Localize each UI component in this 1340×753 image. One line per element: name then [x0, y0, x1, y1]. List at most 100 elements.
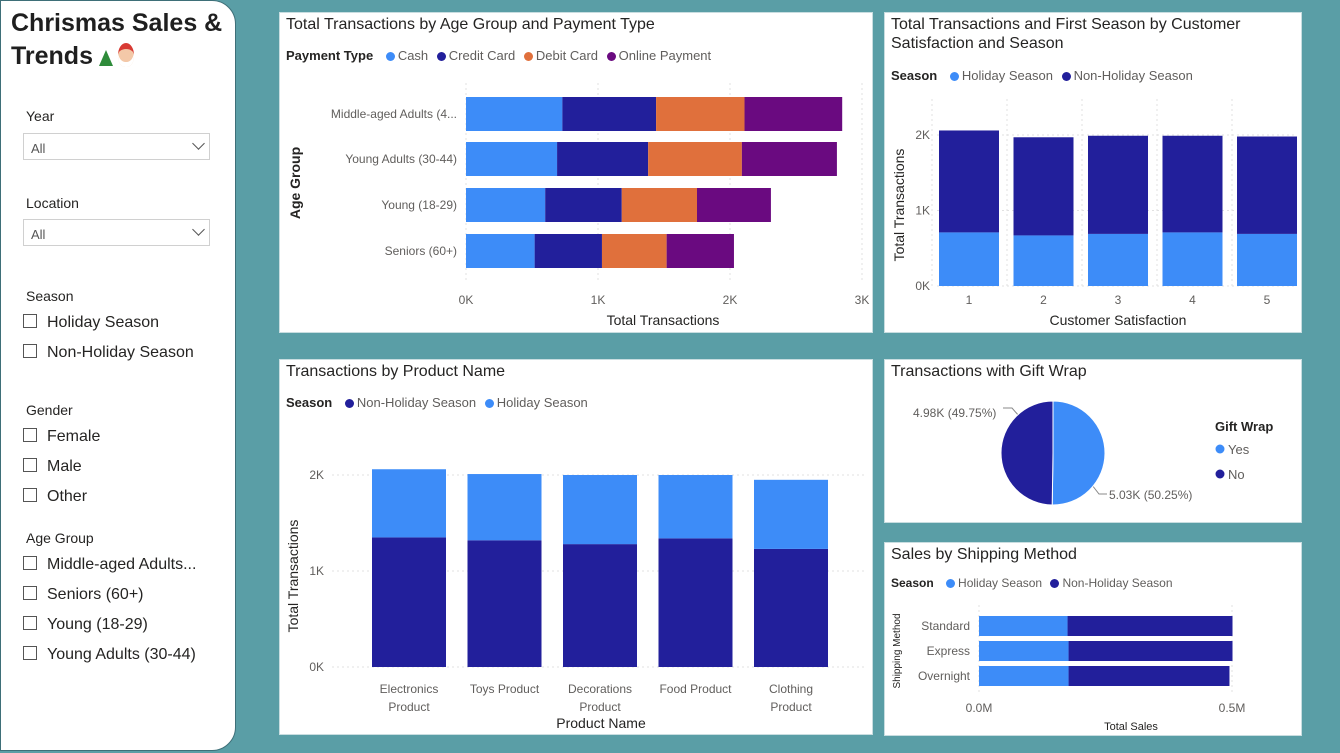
option-label: Seniors (60+)	[47, 586, 144, 603]
y-tick-label: 0K	[309, 660, 324, 674]
age-option-seniors[interactable]: Seniors (60+)	[23, 585, 144, 605]
bar-segment	[372, 537, 446, 667]
x-tick-label: 2	[1040, 293, 1047, 307]
year-filter-label: Year	[26, 108, 55, 124]
gender-filter-label: Gender	[26, 402, 73, 418]
checkbox[interactable]	[23, 586, 37, 600]
age-option-young-adults[interactable]: Young Adults (30-44)	[23, 645, 196, 665]
season-option-holiday[interactable]: Holiday Season	[23, 313, 159, 333]
legend-dot-online	[606, 51, 616, 61]
legend-label-yes: Yes	[1228, 442, 1250, 457]
year-dropdown-value: All	[31, 141, 46, 156]
bar-segment	[466, 142, 558, 176]
bar-segment	[1162, 135, 1223, 233]
legend-dot-credit	[436, 51, 446, 61]
filter-sidebar: Chrismas Sales & Trends Year All Locatio…	[0, 0, 236, 751]
bar-segment	[697, 188, 771, 222]
legend-label: Cash	[397, 48, 429, 63]
y-tick-label: Young Adults (30-44)	[345, 152, 457, 166]
legend-dot-cash	[385, 51, 395, 61]
bar-segment	[467, 474, 542, 541]
x-axis-title: Product Name	[556, 715, 646, 731]
option-label: Middle-aged Adults...	[47, 556, 197, 573]
x-tick-label: Decorations	[568, 682, 632, 696]
bar-segment	[1068, 666, 1230, 686]
age-option-young[interactable]: Young (18-29)	[23, 615, 148, 635]
bar-segment	[563, 544, 637, 667]
legend-label: Holiday Season	[961, 68, 1053, 83]
legend-label: Non-Holiday Season	[1062, 576, 1173, 590]
gender-option-male[interactable]: Male	[23, 457, 82, 477]
age-group-filter-label: Age Group	[26, 530, 94, 546]
bar-segment	[601, 234, 667, 268]
option-label: Young (18-29)	[47, 616, 148, 633]
chevron-down-icon	[192, 223, 205, 236]
x-tick-label: 1	[966, 293, 973, 307]
data-label-yes: 5.03K (50.25%)	[1109, 488, 1192, 502]
legend-title: Season	[891, 68, 938, 83]
chart-legend: Season Holiday Season Non-Holiday Season	[891, 68, 1193, 83]
location-dropdown[interactable]: All	[23, 219, 210, 246]
x-tick-label: Product	[388, 700, 430, 714]
location-filter-label: Location	[26, 195, 79, 211]
bar-segment	[372, 469, 446, 538]
checkbox[interactable]	[23, 344, 37, 358]
bar-segment	[1067, 616, 1233, 636]
chart-title: Total Transactions by Age Group and Paym…	[286, 16, 655, 33]
bar-segment	[562, 97, 657, 131]
checkbox[interactable]	[23, 646, 37, 660]
season-option-nonholiday[interactable]: Non-Holiday Season	[23, 343, 194, 363]
satisfaction-bar-chart: Total Transactions Customer Satisfaction…	[891, 99, 1297, 328]
bar-segment	[979, 666, 1069, 686]
chevron-down-icon	[192, 137, 205, 150]
year-dropdown[interactable]: All	[23, 133, 210, 160]
checkbox[interactable]	[23, 488, 37, 502]
legend-title: Payment Type	[286, 48, 374, 63]
checkbox[interactable]	[23, 556, 37, 570]
santa-icon	[117, 43, 134, 67]
bar-segment	[939, 232, 999, 286]
leader-line	[1091, 484, 1107, 495]
x-tick-label: Food Product	[659, 682, 732, 696]
y-tick-label: Express	[927, 644, 970, 658]
legend-label: Holiday Season	[496, 395, 588, 410]
legend-label: Online Payment	[618, 48, 712, 63]
chart-title: Transactions by Product Name	[286, 363, 506, 380]
age-option-middle[interactable]: Middle-aged Adults...	[23, 555, 196, 575]
y-tick-label: 1K	[309, 564, 324, 578]
gender-option-female[interactable]: Female	[23, 427, 100, 447]
checkbox[interactable]	[23, 314, 37, 328]
legend-dot-nonholiday	[1061, 71, 1071, 81]
pie-slice	[1000, 400, 1054, 506]
y-tick-label: Standard	[921, 619, 970, 633]
option-label: Holiday Season	[47, 314, 160, 331]
y-tick-label: 1K	[915, 204, 930, 218]
legend-title: Season	[891, 576, 934, 590]
chart-title-line1: Total Transactions and First Season by C…	[891, 16, 1241, 33]
bar-segment	[563, 475, 637, 545]
bar-segment	[621, 188, 697, 222]
bar-segment	[754, 479, 828, 549]
gift-wrap-pie-chart: Gift Wrap Yes No 4.98K (49.75%) 5.03K (5…	[913, 400, 1273, 506]
legend-label: Non-Holiday Season	[1073, 68, 1193, 83]
checkbox[interactable]	[23, 616, 37, 630]
x-tick-label: 4	[1189, 293, 1196, 307]
checkbox[interactable]	[23, 428, 37, 442]
gender-option-other[interactable]: Other	[23, 487, 87, 507]
product-chart-panel[interactable]: Transactions by Product Name Season Non-…	[279, 359, 873, 735]
age-group-chart-panel[interactable]: Total Transactions by Age Group and Paym…	[279, 12, 873, 333]
bar-segment	[1068, 641, 1233, 661]
x-tick-label: Toys Product	[470, 682, 540, 696]
x-tick-label: 0.0M	[966, 701, 993, 715]
checkbox[interactable]	[23, 458, 37, 472]
y-tick-label: Seniors (60+)	[385, 244, 457, 258]
bar-segment	[1088, 135, 1148, 234]
shipping-chart-panel[interactable]: Sales by Shipping Method Season Holiday …	[884, 542, 1302, 736]
x-tick-label: 3	[1115, 293, 1122, 307]
bar-segment	[658, 475, 733, 539]
x-tick-label: Electronics	[380, 682, 439, 696]
gift-wrap-chart-panel[interactable]: Transactions with Gift Wrap Gift Wrap Ye…	[884, 359, 1302, 523]
leader-line	[1003, 407, 1020, 417]
bar-segment	[1162, 232, 1223, 286]
satisfaction-chart-panel[interactable]: Total Transactions and First Season by C…	[884, 12, 1302, 333]
